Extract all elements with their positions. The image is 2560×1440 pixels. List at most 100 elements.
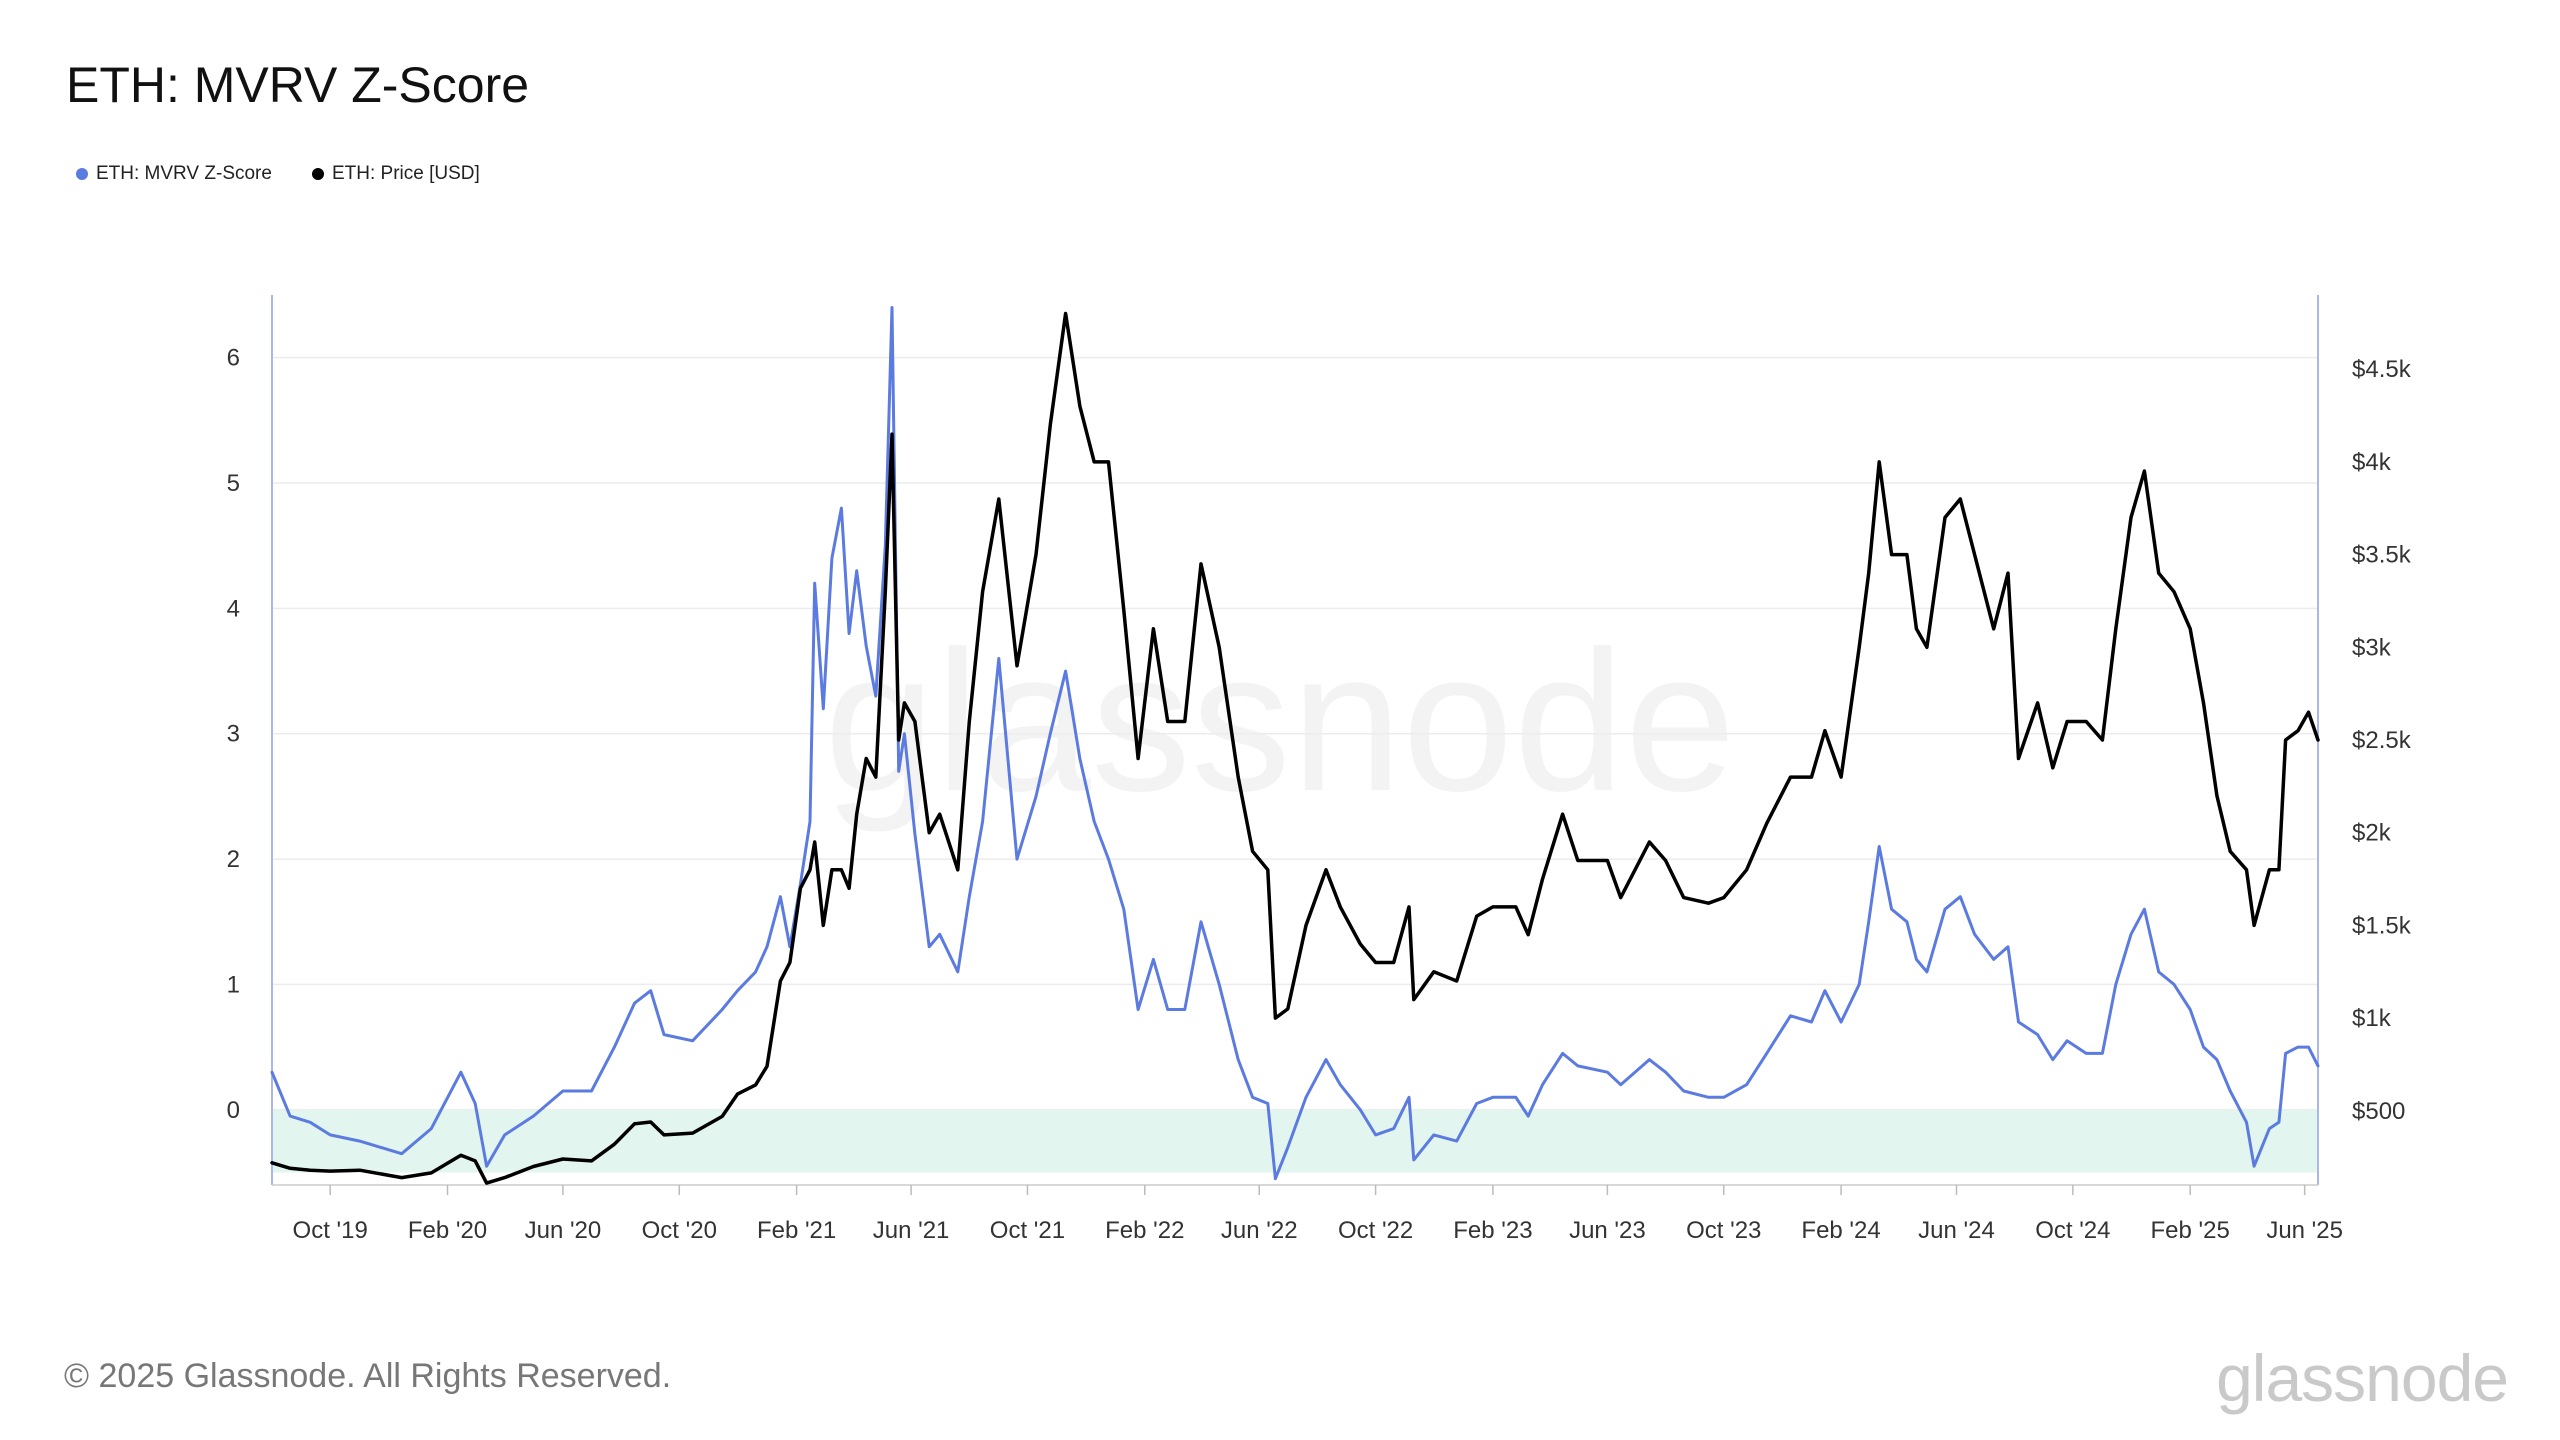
data-point [1136,757,1140,760]
y-right-tick-label: $3k [2352,634,2392,661]
data-point [779,979,782,983]
data-point [913,832,917,836]
data-point [1722,896,1725,899]
data-point [2157,970,2160,974]
chart-title: ETH: MVRV Z-Score [66,57,530,113]
legend-item-price[interactable]: ETH: Price [USD] [311,163,480,185]
data-point [938,812,941,816]
y-right-tick-label: $1k [2352,1005,2392,1032]
data-point [2284,738,2287,742]
data-point [1765,822,1768,825]
data-point [1183,1008,1187,1011]
data-point [1664,859,1667,862]
data-point [1619,896,1622,899]
data-point [897,738,900,742]
data-point [613,1143,616,1146]
data-point [956,970,960,974]
data-point [1412,1158,1415,1162]
data-point [503,1176,506,1179]
data-point [1992,627,1995,630]
data-point [1867,571,1870,575]
data-point [2229,850,2232,853]
data-point [2245,868,2248,871]
data-point [1183,720,1187,723]
data-point [765,945,769,949]
price-points [270,312,2320,1185]
data-point [1789,1014,1792,1017]
x-tick-label: Oct '23 [1686,1217,1761,1244]
data-point [1034,553,1038,556]
data-point [1527,933,1530,936]
data-point [2085,720,2088,723]
data-point [1514,905,1518,909]
series-line-price [270,311,2320,1185]
x-tick-label: Oct '22 [1338,1217,1413,1244]
data-point [328,1169,332,1173]
data-point [1251,1096,1254,1099]
data-point [1858,646,1861,649]
data-point [890,432,894,436]
glassnode-logo: glassnode [2216,1341,2509,1415]
data-point [1527,1114,1530,1118]
data-point [1392,961,1395,964]
data-point [1878,845,1881,848]
y-right-tick-label: $2.5k [2352,727,2412,754]
data-point [840,506,843,510]
data-point [981,590,984,593]
x-tick-label: Feb '20 [408,1217,487,1244]
data-point [1034,795,1038,798]
data-point [1339,1083,1342,1086]
data-point [813,840,816,844]
data-point [2307,1045,2310,1049]
data-point [2215,794,2219,797]
data-point [1878,460,1881,464]
x-tick-label: Feb '21 [757,1217,836,1244]
data-point [890,306,894,309]
data-point [1823,729,1827,732]
y-left-tick-label: 6 [227,345,240,372]
data-point [997,497,1001,501]
x-tick-label: Feb '23 [1453,1217,1532,1244]
data-point [1166,1008,1169,1011]
x-tick-label: Jun '20 [525,1217,602,1244]
data-point [2065,720,2069,723]
data-point [1251,850,1254,853]
data-point [1107,460,1110,464]
data-point [1541,877,1544,881]
data-point [1606,859,1609,862]
data-point [2296,1045,2300,1049]
data-point [358,1168,361,1172]
data-point [1359,1108,1362,1111]
data-point [691,1131,694,1135]
data-point [400,1152,403,1155]
x-tick-label: Oct '20 [642,1217,717,1244]
data-point [822,924,825,927]
data-point [1064,669,1067,673]
data-point [1199,920,1203,923]
data-point [1217,646,1221,649]
legend-item-zscore[interactable]: ETH: MVRV Z-Score [76,163,272,185]
data-point [1745,1083,1748,1086]
data-point [1823,989,1827,992]
undervalued-band-layer [272,1109,2318,1173]
legend-label-price: ETH: Price [USD] [331,163,480,184]
x-tick-label: Feb '25 [2151,1217,2230,1244]
chart-legend: ETH: MVRV Z-Score ETH: Price [USD] [76,163,480,185]
data-point [1339,905,1342,909]
x-tick-label: Jun '25 [2266,1217,2343,1244]
data-point [874,694,877,698]
x-tick-label: Feb '24 [1801,1217,1880,1244]
data-point [1217,983,1221,986]
data-point [1707,1096,1710,1099]
data-point [1576,1064,1580,1068]
data-point [1078,405,1082,408]
data-point [1324,868,1328,871]
data-point [808,820,812,823]
x-tick-label: Feb '22 [1105,1217,1184,1244]
data-point [1619,1083,1622,1086]
data-point [1890,908,1893,911]
data-point [1648,840,1651,844]
data-point [903,701,906,705]
data-point [1475,1102,1478,1105]
